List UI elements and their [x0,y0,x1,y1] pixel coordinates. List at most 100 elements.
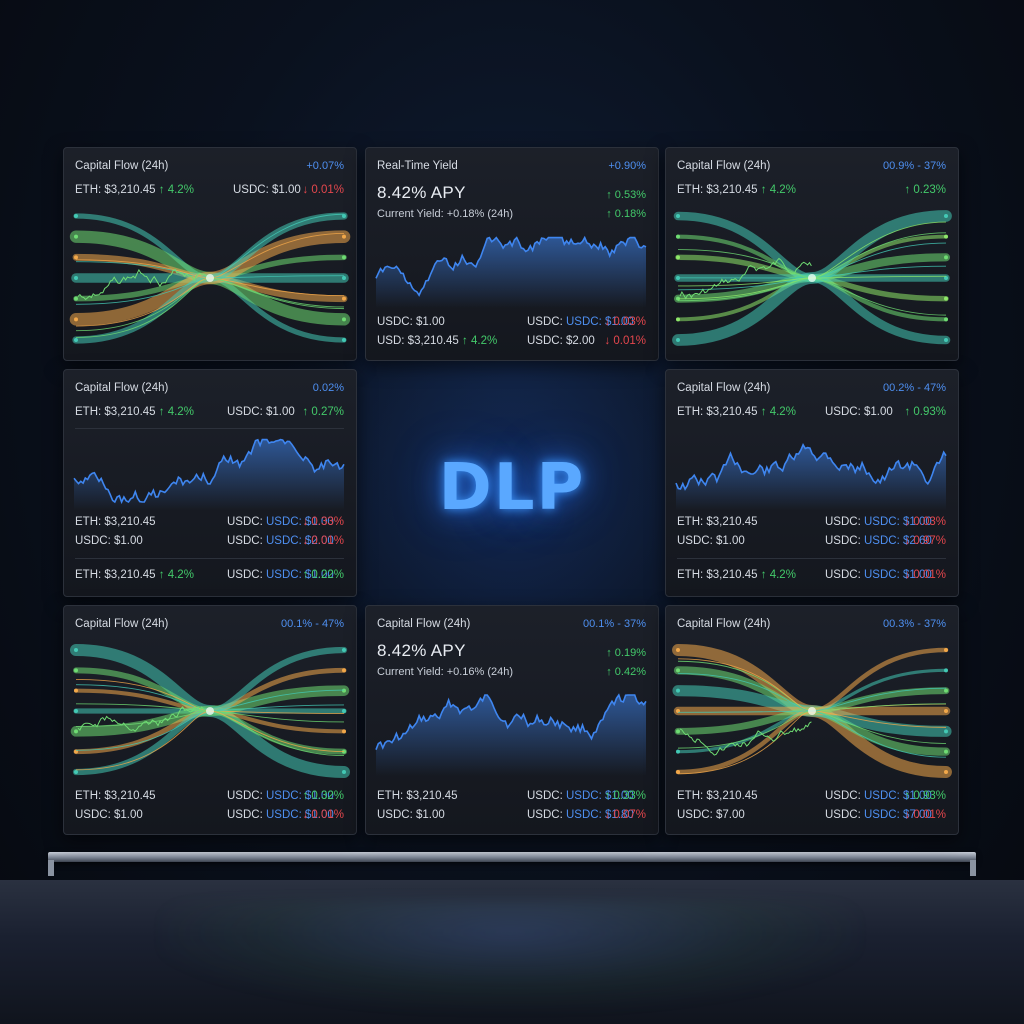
flow-node [944,296,948,301]
flow-node [342,709,346,713]
flow-node [342,770,346,774]
flow-node [342,276,346,280]
panel-capital-flow-top-left[interactable]: Capital Flow (24h) +0.07% ETH: $3,210.45… [63,147,357,361]
usdc-price: USDC: $1.00 [825,406,893,418]
change-value: ↓ 0.01% [302,184,344,196]
usdc-price: USDC: $1.00 [677,535,745,547]
price-row: USDC: $1.00 USDC: USDC: $1.00 ↓ 0.01% [75,809,344,825]
apy-headline: 8.42% APY [377,183,466,202]
yield-line-chart[interactable] [366,228,658,308]
panel-badge: 00.3% - 37% [883,618,946,630]
flow-node [342,234,346,239]
floor-reflection [160,900,860,1010]
panel-badge: 00.1% - 47% [281,618,344,630]
flow-node [944,276,948,280]
price-line-chart[interactable] [666,430,958,510]
change-value: ↑ 0.27% [302,406,344,418]
flow-convergence-point [808,274,816,282]
capital-flow-chart[interactable] [666,642,958,780]
line-area-fill [376,695,646,776]
panel-title: Real-Time Yield [377,160,458,172]
panel-title: Capital Flow (24h) [677,160,771,172]
flow-node [74,668,78,673]
panel-title: Capital Flow (24h) [75,618,169,630]
capital-flow-chart[interactable] [666,208,958,348]
panel-title: Capital Flow (24h) [677,618,771,630]
usdc-price: USDC: USDC: $1.00 [227,790,334,802]
panel-real-time-yield[interactable]: Real-Time Yield +0.90% 8.42% APY ↑ 0.53%… [365,147,659,361]
panel-title: Capital Flow (24h) [377,618,471,630]
arrow-up-icon: ↑ 0.18% [606,208,646,220]
eth-price: ETH: $3,210.45 ↑ 4.2% [75,406,194,418]
arrow-up-icon: ↑ 4.2% [760,184,796,196]
line-area-fill [376,237,646,308]
eth-price: ETH: $3,210.45 ↑ 4.2% [677,569,796,581]
line-area-fill [676,444,946,510]
flow-node [74,296,78,301]
usdc-price: USDC: $1.00 [75,809,143,821]
usdc-price: USDC: $2.00 [527,335,595,347]
panel-capital-flow-middle-right[interactable]: Capital Flow (24h) 00.2% - 47% ETH: $3,2… [665,369,959,597]
flow-node [342,648,346,652]
change-value: ↓ 0.01% [302,535,344,547]
eth-price: ETH: $3,210.45 ↑ 4.2% [75,569,194,581]
eth-price: ETH: $3,210.45 [377,790,458,802]
usdc-price: USDC: USDC: $1.00 [227,516,334,528]
flow-node [74,729,78,734]
current-yield: Current Yield: +0.18% (24h) [377,208,514,220]
panel-capital-flow-bottom-middle[interactable]: Capital Flow (24h) 00.1% - 37% 8.42% APY… [365,605,659,835]
flow-node [74,338,78,342]
change-value: ↓ 0.01% [604,335,646,347]
panel-badge: 0.02% [312,382,344,394]
yield-line-chart[interactable] [366,684,658,776]
capital-flow-chart[interactable] [64,208,356,348]
price-row: ETH: $3,210.45 ↑ 4.2% ↑ 0.23% [677,184,946,200]
panel-capital-flow-top-right[interactable]: Capital Flow (24h) 00.9% - 37% ETH: $3,2… [665,147,959,361]
price-ticker-line [77,706,210,732]
price-row: ETH: $3,210.45 ↑ 4.2% USDC: $1.00 ↑ 0.27… [75,406,344,422]
panel-capital-flow-bottom-left[interactable]: Capital Flow (24h) 00.1% - 47% ETH: $3,2… [63,605,357,835]
flow-node [944,648,948,652]
eth-price: ETH: $3,210.45 ↑ 4.2% [677,406,796,418]
panel-capital-flow-middle-left[interactable]: Capital Flow (24h) 0.02% ETH: $3,210.45 … [63,369,357,597]
change-value: ↓ 0.07% [604,809,646,821]
flow-node [74,770,78,774]
change-value: ↓ 0.01% [904,569,946,581]
flow-node [944,688,948,693]
panel-badge: +0.90% [608,160,646,172]
capital-flow-chart[interactable] [64,642,356,780]
panel-capital-flow-bottom-right[interactable]: Capital Flow (24h) 00.3% - 37% ETH: $3,2… [665,605,959,835]
change-value: ↑ 0.93% [904,406,946,418]
panel-badge: +0.07% [306,160,344,172]
usdc-price: USDC: USDC: $1.00 [227,809,334,821]
usdc-price: USDC: USDC: $1.80 [527,809,634,821]
flow-node [944,770,948,774]
arrow-up-icon: ↑ 4.2% [760,406,796,418]
flow-node [74,688,78,693]
flow-node [342,317,346,322]
usdc-price: USDC: USDC: $1.00 [527,790,634,802]
price-row: ETH: $3,210.45 USDC: USDC: $1.00 ↑ 0.93% [677,790,946,806]
eth-price: ETH: $3,210.45 ↑ 4.2% [677,184,796,196]
change-value: ↓ 0.01% [904,809,946,821]
flow-node [676,729,680,734]
flow-node [74,317,78,322]
price-row: ETH: $3,210.45 ↑ 4.2% USDC: $1.00 ↓ 0.01… [75,184,344,200]
usdc-price: USDC: USDC: $1.00 [825,569,932,581]
current-yield: Current Yield: +0.16% (24h) [377,666,514,678]
flow-node [676,317,680,322]
price-ticker-line [679,721,812,756]
price-line-chart[interactable] [64,430,356,510]
flow-convergence-point [808,707,816,715]
price-row: ETH: $3,210.45 USDC: USDC: $1.00 ↑ 0.33% [377,790,646,806]
flow-node [676,770,680,774]
panel-badge: 00.1% - 37% [583,618,646,630]
flow-node [944,729,948,734]
change-value: ↓ 0.03% [604,316,646,328]
arrow-up-icon: ↑ 4.2% [760,569,796,581]
flow-convergence-point [206,274,214,282]
change-value: ↓ 0.97% [904,535,946,547]
price-row: USDC: $1.00 USDC: USDC: $1.80 ↓ 0.07% [377,809,646,825]
change-value: ↓ 0.33% [302,516,344,528]
flow-node [944,234,948,239]
